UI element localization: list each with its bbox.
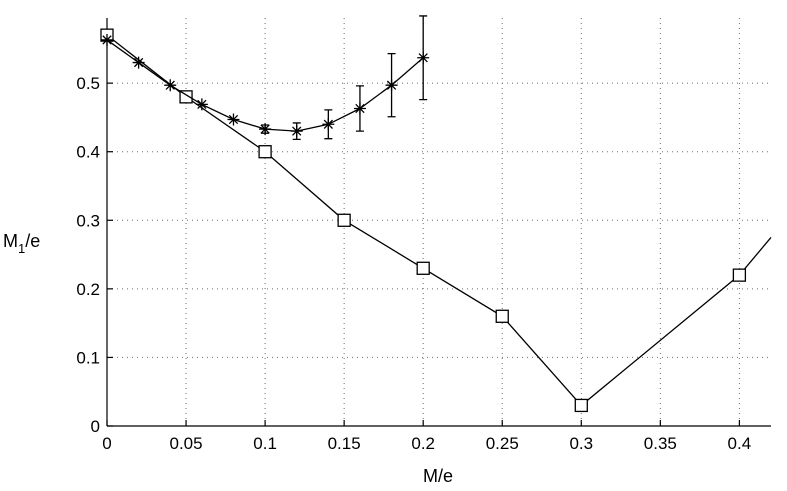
series-1-point-7 bbox=[322, 118, 335, 131]
x-tick-label-5: 0.25 bbox=[486, 434, 519, 453]
series-0-point-3 bbox=[337, 213, 351, 227]
series-1-point-2 bbox=[164, 79, 177, 92]
series-layer bbox=[100, 15, 772, 413]
series-0-line bbox=[106, 34, 772, 407]
series-0-point-2 bbox=[258, 145, 272, 159]
series-1-point-0 bbox=[101, 33, 113, 46]
y-tick-label-3: 0.3 bbox=[76, 211, 100, 230]
series-1-point-8 bbox=[353, 102, 366, 115]
x-tick-label-8: 0.4 bbox=[728, 434, 752, 453]
y-axis-label-subscript: 1 bbox=[18, 241, 25, 256]
series-0-point-4 bbox=[416, 261, 430, 275]
x-tick-label-1: 0.05 bbox=[170, 434, 203, 453]
y-tick-label-0: 0 bbox=[91, 417, 100, 436]
series-1-point-6 bbox=[290, 125, 303, 138]
series-0-point-5 bbox=[495, 309, 509, 323]
axes-layer bbox=[106, 18, 771, 427]
series-1-point-10 bbox=[417, 51, 430, 64]
y-tick-label-4: 0.4 bbox=[76, 143, 100, 162]
series-0-point-1 bbox=[179, 90, 193, 104]
y-tick-label-1: 0.1 bbox=[76, 348, 100, 367]
series-1-point-3 bbox=[195, 98, 208, 111]
x-tick-label-3: 0.15 bbox=[328, 434, 361, 453]
x-tick-label-6: 0.3 bbox=[569, 434, 593, 453]
series-1-point-5 bbox=[259, 123, 272, 136]
series-1-point-9 bbox=[385, 79, 398, 92]
series-0-point-7 bbox=[732, 268, 747, 282]
y-axis-label-rest: /e bbox=[25, 231, 40, 251]
x-tick-label-0: 0 bbox=[102, 434, 111, 453]
series-0-point-6 bbox=[574, 398, 588, 413]
x-axis-label: M/e bbox=[423, 466, 453, 486]
x-tick-label-7: 0.35 bbox=[644, 434, 677, 453]
x-tick-label-4: 0.2 bbox=[411, 434, 435, 453]
series-1-point-1 bbox=[132, 56, 145, 69]
y-tick-label-5: 0.5 bbox=[76, 74, 100, 93]
series-1-point-4 bbox=[227, 113, 240, 126]
x-tick-label-2: 0.1 bbox=[253, 434, 277, 453]
grid-layer bbox=[107, 18, 771, 426]
y-axis-label: M1/e bbox=[3, 231, 40, 256]
y-axis-label-main: M bbox=[3, 231, 18, 251]
y-tick-label-2: 0.2 bbox=[76, 280, 100, 299]
tick-label-layer: 0 0.05 0.1 0.15 0.2 0.25 0.3 0.35 0.4 0 0.1 0.2 0.3 0… bbox=[76, 74, 751, 453]
